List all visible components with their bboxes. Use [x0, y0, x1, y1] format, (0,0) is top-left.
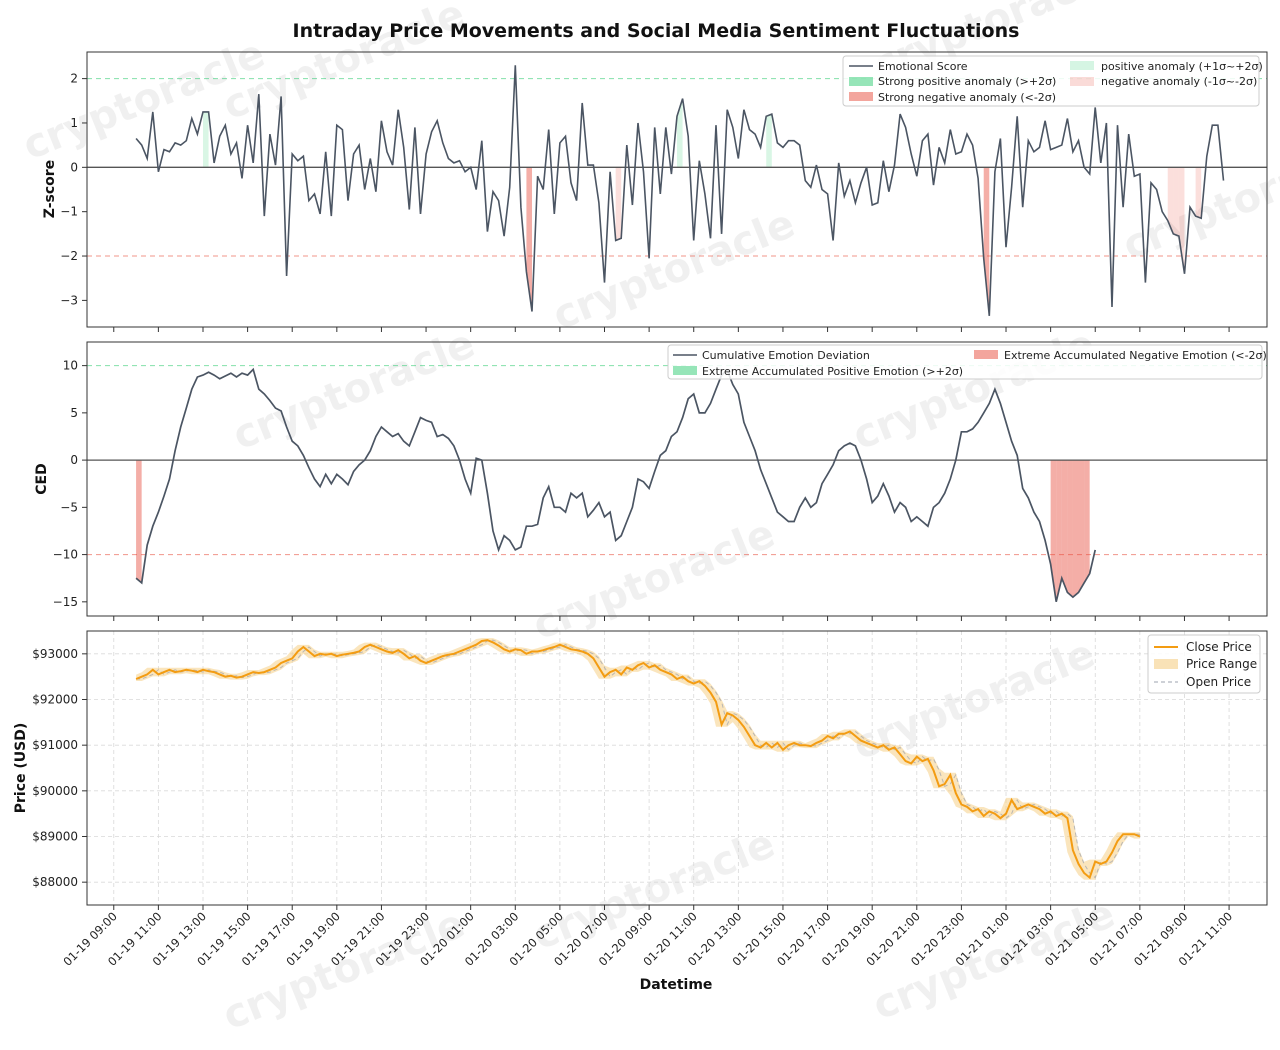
y-tick-label: 2 — [70, 72, 78, 86]
ced-y-ticks: −15 −10 −5 0 5 10 — [53, 359, 87, 609]
legend-positive-anomaly-swatch — [1070, 61, 1094, 70]
positive-anomaly-fill — [202, 111, 209, 168]
legend-extreme-positive-swatch — [673, 366, 697, 375]
legend-emotional-score-label: Emotional Score — [878, 60, 968, 73]
price-axes-frame — [86, 630, 1268, 906]
cumulative-emotion-deviation-line — [135, 367, 1097, 602]
zscore-legend: Emotional Score Strong positive anomaly … — [842, 55, 1263, 107]
ced-extreme-fills — [136, 460, 1090, 602]
legend-price-range-label: Price Range — [1186, 657, 1257, 671]
y-tick-label: −10 — [53, 548, 78, 562]
zscore-panel: −3 −2 −1 0 1 2 Z-score Emotional Score Strong… — [42, 51, 1268, 332]
ced-legend-box — [667, 344, 1263, 380]
y-tick-label: −3 — [60, 293, 78, 307]
negative-anomaly-fill — [1173, 167, 1179, 237]
price-ylabel: Price (USD) — [13, 723, 29, 814]
y-tick-label: 5 — [70, 406, 78, 420]
legend-open-price-label: Open Price — [1186, 675, 1251, 689]
negative-anomaly-fill — [1178, 167, 1185, 274]
ced-ylabel: CED — [34, 463, 50, 494]
negative-anomaly-fill — [615, 167, 622, 241]
legend-price-range-swatch — [1154, 659, 1178, 669]
negative-anomaly-fill — [526, 167, 533, 312]
y-tick-label: $89000 — [32, 830, 78, 844]
y-tick-label: −1 — [60, 205, 78, 219]
ced-x-ticks — [113, 616, 1230, 621]
legend-ced-label: Cumulative Emotion Deviation — [702, 349, 870, 362]
negative-anomaly-fill — [136, 460, 142, 583]
ced-panel: −15 −10 −5 0 5 10 CED Cumulative Emotion Devi… — [34, 341, 1268, 621]
zscore-legend-box — [842, 55, 1260, 107]
y-tick-label: $92000 — [32, 693, 78, 707]
y-tick-label: 0 — [70, 160, 78, 174]
price-y-ticks: $88000 $89000 $90000 $91000 $92000 $93000 — [32, 647, 87, 889]
y-tick-label: $91000 — [32, 738, 78, 752]
y-tick-label: 1 — [70, 116, 78, 130]
legend-positive-anomaly-label: positive anomaly (+1σ~+2σ) — [1101, 60, 1263, 73]
y-tick-label: 10 — [63, 359, 78, 373]
y-tick-label: $90000 — [32, 784, 78, 798]
open-price-line — [136, 639, 1140, 879]
legend-negative-anomaly-swatch — [1070, 77, 1094, 86]
positive-anomaly-fill — [766, 114, 772, 168]
negative-anomaly-fill — [983, 167, 990, 316]
legend-negative-anomaly-label: negative anomaly (-1σ~-2σ) — [1101, 75, 1257, 88]
chart-title: Intraday Price Movements and Social Medi… — [293, 20, 1020, 42]
negative-anomaly-fill — [1072, 460, 1079, 598]
price-legend-box — [1147, 634, 1261, 694]
legend-strong-positive-swatch — [849, 77, 873, 86]
y-tick-label: 0 — [70, 453, 78, 467]
legend-extreme-negative-label: Extreme Accumulated Negative Emotion (<-… — [1004, 349, 1267, 362]
zscore-x-ticks — [113, 327, 1230, 332]
y-tick-label: $93000 — [32, 647, 78, 661]
negative-anomaly-fill — [1167, 167, 1174, 234]
legend-close-price-label: Close Price — [1186, 640, 1252, 654]
datetime-xlabel: Datetime — [640, 977, 713, 993]
legend-strong-positive-label: Strong positive anomaly (>+2σ) — [878, 75, 1056, 88]
price-legend: Close Price Price Range Open Price — [1147, 634, 1261, 694]
zscore-y-ticks: −3 −2 −1 0 1 2 — [60, 72, 87, 307]
zscore-ylabel: Z-score — [42, 160, 58, 218]
negative-anomaly-fill — [1078, 460, 1085, 593]
y-tick-label: −5 — [60, 500, 78, 514]
negative-anomaly-fill — [1067, 460, 1073, 598]
positive-anomaly-fill — [677, 98, 683, 168]
negative-anomaly-fill — [1056, 460, 1062, 602]
negative-anomaly-fill — [1050, 460, 1057, 602]
negative-anomaly-fill — [1195, 167, 1202, 219]
y-tick-label: −2 — [60, 249, 78, 263]
negative-anomaly-fill — [1061, 460, 1068, 593]
legend-extreme-positive-label: Extreme Accumulated Positive Emotion (>+… — [702, 365, 963, 378]
ced-legend: Cumulative Emotion Deviation Extreme Acc… — [667, 344, 1267, 380]
negative-anomaly-fill — [1084, 460, 1090, 583]
y-tick-label: −15 — [53, 595, 78, 609]
price-gridlines — [87, 631, 1267, 905]
zscore-axes-frame — [86, 51, 1268, 328]
y-tick-label: $88000 — [32, 875, 78, 889]
legend-strong-negative-label: Strong negative anomaly (<-2σ) — [878, 91, 1056, 104]
legend-strong-negative-swatch — [849, 92, 873, 101]
zscore-anomaly-fills — [202, 98, 1202, 316]
legend-extreme-negative-swatch — [974, 350, 998, 359]
emotional-score-line — [135, 65, 1225, 316]
close-price-line — [135, 639, 1141, 880]
ced-axes-frame — [86, 341, 1268, 617]
